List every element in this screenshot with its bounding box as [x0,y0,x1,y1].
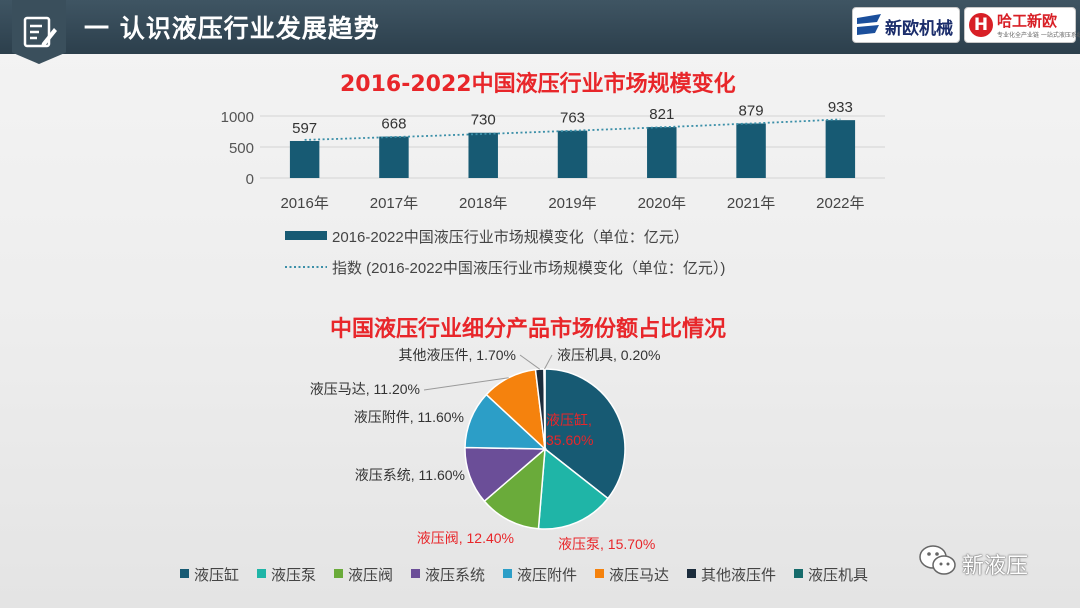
pie-chart-title: 中国液压行业细分产品市场份额占比情况 [330,317,727,342]
legend-swatch [794,569,803,578]
legend-label: 液压系统 [425,567,485,584]
pie-slice [483,447,546,530]
edit-note-icon [23,16,57,48]
logo-name: 新欧机械 [885,19,953,39]
bar-value-label: 879 [739,103,764,120]
legend-label-trendline: 指数 (2016-2022中国液压行业市场规模变化（单位：亿元）) [332,260,725,277]
legend-swatch [595,569,604,578]
bar [289,140,320,178]
legend-label: 其他液压件 [701,567,776,584]
pie-label: 液压附件, 11.60% [354,409,464,425]
pie-slice [537,447,609,530]
header-tab [12,0,66,64]
y-tick-label: 1000 [221,109,254,126]
legend-label: 液压机具 [808,567,868,584]
bar-value-label: 763 [560,110,585,127]
legend-swatch [334,569,343,578]
bar [647,127,677,178]
legend-swatch [180,569,189,578]
page-title: 一 认识液压行业发展趋势 [84,14,380,43]
bar [825,120,856,178]
legend-swatch [687,569,696,578]
pie-label: 液压机具, 0.20% [557,347,660,363]
bar-value-label: 597 [292,120,317,137]
x-tick-label: 2021年 [727,195,775,212]
x-tick-label: 2020年 [638,195,686,212]
bar-value-label: 668 [381,116,406,133]
x-tick-label: 2022年 [816,195,864,212]
legend-label: 液压阀 [348,567,393,584]
wechat-icon [919,545,956,575]
x-tick-label: 2016年 [280,195,328,212]
xinou-machinery-logo: 新欧机械 [852,7,960,43]
bar-chart-title: 2016-2022中国液压行业市场规模变化 [340,72,736,97]
leader-line [544,354,553,370]
pie-label: 液压系统, 11.60% [355,467,465,483]
pie-label: 其他液压件, 1.70% [399,347,516,363]
bar [557,130,588,178]
legend-label: 液压附件 [517,567,577,584]
bar [379,136,409,178]
hagong-xinou-logo: H 哈工新欧 专业化全产业链 一站式液压系统 [964,7,1080,43]
h-badge-icon: H [969,13,993,37]
legend-swatch [257,569,266,578]
y-tick-label: 500 [229,140,254,157]
leader-line [519,354,540,370]
legend-label: 液压缸 [194,566,239,584]
x-tick-label: 2019年 [548,195,596,212]
y-tick-label: 0 [246,171,254,188]
pie-chart: 液压缸, 35.60% 液压泵, 15.70% 液压阀, 12.40% 液压系统, 11… [180,347,868,584]
xinou-logo-icon [857,14,881,35]
bar [736,123,766,178]
pie-label: 液压缸, [546,412,592,428]
logo-tagline: 专业化全产业链 一站式液压系统 [997,32,1080,39]
legend-label: 液压泵 [271,567,316,584]
leader-line [423,377,509,391]
x-tick-label: 2018年 [459,195,507,212]
bar [468,132,498,178]
legend-label: 液压马达 [609,567,669,584]
legend-swatch [503,569,512,578]
pie-slice [543,368,546,450]
pie-label: 液压泵, 15.70% [558,536,655,552]
header-bar: 一 认识液压行业发展趋势 新欧机械 H 哈工新欧 专业化全产业链 一站式液压系统 [0,0,1080,64]
legend-label-bar: 2016-2022中国液压行业市场规模变化（单位：亿元） [332,229,689,246]
x-tick-label: 2017年 [370,195,418,212]
pie-label-value: 35.60% [546,432,593,448]
pie-label: 液压马达, 11.20% [310,381,420,397]
trendline [304,118,841,141]
bar-value-label: 730 [471,112,496,129]
bar-value-label: 821 [649,106,674,123]
legend-swatch-bar [285,231,327,240]
legend-swatch [411,569,420,578]
watermark-text: 新液压 [962,554,1029,579]
bar-chart: 0 500 1000 597 2016年 668 2017年 730 2018年 763 2019年… [221,99,885,277]
bar-value-label: 933 [828,99,853,116]
pie-slice [544,368,626,500]
pie-label: 液压阀, 12.40% [417,530,514,546]
logo-name: 哈工新欧 [997,12,1058,30]
